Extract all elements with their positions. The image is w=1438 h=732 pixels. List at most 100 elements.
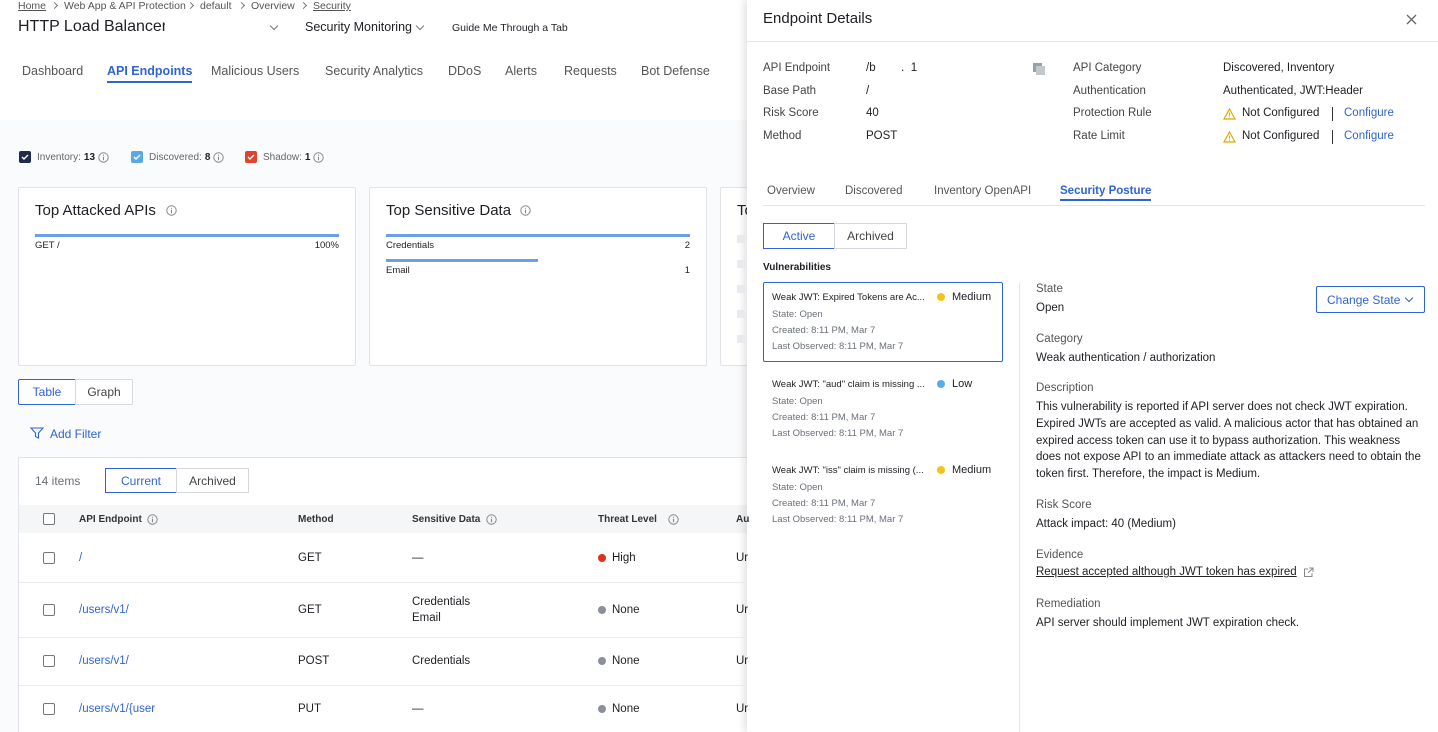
checkbox[interactable] (43, 603, 55, 616)
table-toggle[interactable]: Table (18, 379, 76, 405)
checkbox[interactable] (43, 702, 55, 715)
tab[interactable]: API Endpoints (107, 64, 193, 83)
breadcrumb-item[interactable]: Web App & API Protection (64, 0, 186, 12)
vuln-title[interactable]: Weak JWT: "iss" claim is missing (... (772, 465, 924, 476)
archived-toggle[interactable]: Archived (834, 223, 907, 249)
filter-count: 13 (83, 152, 96, 163)
active-toggle[interactable]: Active (763, 223, 835, 249)
archived-toggle[interactable]: Archived (176, 468, 249, 493)
evidence-link[interactable]: Request accepted although JWT token has … (1036, 566, 1297, 578)
threat-dot (598, 657, 606, 665)
auth: Ur (736, 702, 749, 715)
severity: Medium (952, 291, 992, 303)
endpoint: / (79, 551, 83, 564)
guide-link[interactable]: Guide Me Through a Tab (452, 22, 568, 34)
tab[interactable]: Requests (564, 64, 617, 78)
tab[interactable]: DDoS (448, 64, 482, 78)
endpoint: /users/v1/{user (79, 702, 156, 715)
column-header: Method (298, 514, 334, 525)
close-button[interactable] (1406, 14, 1417, 25)
tab[interactable]: Alerts (505, 64, 537, 78)
graph-toggle[interactable]: Graph (75, 379, 133, 405)
drawer-tab[interactable]: Security Posture (1060, 185, 1152, 201)
tab[interactable]: Dashboard (22, 64, 84, 78)
detail-label: Base Path (763, 84, 817, 97)
breadcrumb-item[interactable]: Overview (251, 0, 295, 12)
section-label: Evidence (1036, 549, 1084, 561)
threat-level: None (612, 702, 640, 715)
endpoint: /users/v1/ (79, 655, 129, 667)
bar-value: 1 (684, 265, 690, 276)
change-state[interactable]: Change State (1316, 286, 1425, 313)
threat-dot (598, 605, 606, 614)
warning-icon (1223, 108, 1236, 120)
checkbox[interactable] (43, 513, 55, 525)
detail-label: Rate Limit (1073, 130, 1125, 143)
detail-label: Authentication (1073, 84, 1146, 97)
tab[interactable]: Bot Defense (641, 64, 710, 78)
sensitive-data: — (412, 551, 424, 564)
detail-value: Not Configured (1242, 107, 1320, 120)
configure-link[interactable]: Configure (1344, 107, 1394, 120)
info-icon (213, 152, 225, 163)
vuln-title[interactable]: Weak JWT: "aud" claim is missing ... (772, 378, 925, 390)
endpoint: /users/v1/ (79, 603, 129, 616)
table-header (19, 505, 759, 533)
method: PUT (298, 702, 321, 715)
sensitive-data: Credentials (412, 595, 471, 608)
section-text: This vulnerability is reported if API se… (1036, 401, 1421, 481)
section-text: API server should implement JWT expirati… (1036, 617, 1300, 629)
vuln-state: State: Open (772, 309, 823, 320)
vuln-observed: Last Observed: 8:11 PM, Mar 7 (772, 341, 904, 352)
severity-dot (937, 466, 945, 474)
monitoring-select[interactable]: Security Monitoring (305, 20, 412, 34)
detail-label: API Endpoint (763, 62, 831, 74)
filter-label: Shadow: (263, 152, 302, 163)
checkbox[interactable] (43, 655, 55, 667)
bar (386, 259, 538, 262)
detail-label: API Category (1073, 62, 1142, 74)
column-header: API Endpoint (79, 514, 142, 525)
warning-icon (1223, 131, 1236, 143)
top-bar (0, 0, 747, 120)
column-header: Sensitive Data (412, 514, 481, 525)
placeholder (737, 235, 747, 243)
checkbox[interactable] (43, 551, 55, 564)
add-filter[interactable]: Add Filter (50, 427, 102, 441)
filter-checkbox[interactable] (131, 151, 143, 163)
method: GET (298, 551, 322, 564)
breadcrumb-item[interactable]: Security (313, 0, 351, 12)
card (18, 187, 356, 366)
separator (1332, 107, 1333, 122)
breadcrumb-item[interactable]: Home (18, 0, 47, 12)
drawer-tab[interactable]: Overview (767, 185, 815, 197)
row-divider (19, 637, 747, 638)
threat-dot (598, 553, 606, 562)
severity-dot (937, 293, 945, 301)
drawer-tab[interactable]: Discovered (845, 185, 903, 197)
filter-label: Discovered: (149, 152, 202, 163)
placeholder (737, 260, 747, 268)
drawer-tab[interactable]: Inventory OpenAPI (934, 185, 1032, 197)
vuln-title[interactable]: Weak JWT: Expired Tokens are Ac... (772, 292, 925, 303)
method: POST (298, 655, 330, 667)
info-icon (98, 152, 109, 163)
tab[interactable]: Malicious Users (211, 64, 300, 78)
filter-checkbox[interactable] (19, 151, 31, 163)
auth: Ur (736, 603, 749, 616)
section-label: State (1036, 283, 1063, 295)
current-toggle[interactable]: Current (105, 468, 177, 493)
card-title: Top Sensitive Data (386, 202, 512, 219)
row-divider (19, 582, 747, 583)
lb-select[interactable] (165, 17, 265, 39)
tab[interactable]: Security Analytics (325, 64, 423, 78)
filter-count: 8 (204, 152, 211, 163)
external-link-icon (1303, 567, 1314, 577)
sensitive-data: Credentials (412, 655, 471, 667)
vuln-card-selected[interactable] (763, 282, 1003, 362)
info-icon (147, 514, 158, 525)
configure-link[interactable]: Configure (1344, 130, 1394, 143)
breadcrumb-item[interactable]: default (200, 0, 232, 12)
filter-checkbox[interactable] (245, 151, 257, 163)
copy-icon[interactable] (1032, 62, 1046, 76)
